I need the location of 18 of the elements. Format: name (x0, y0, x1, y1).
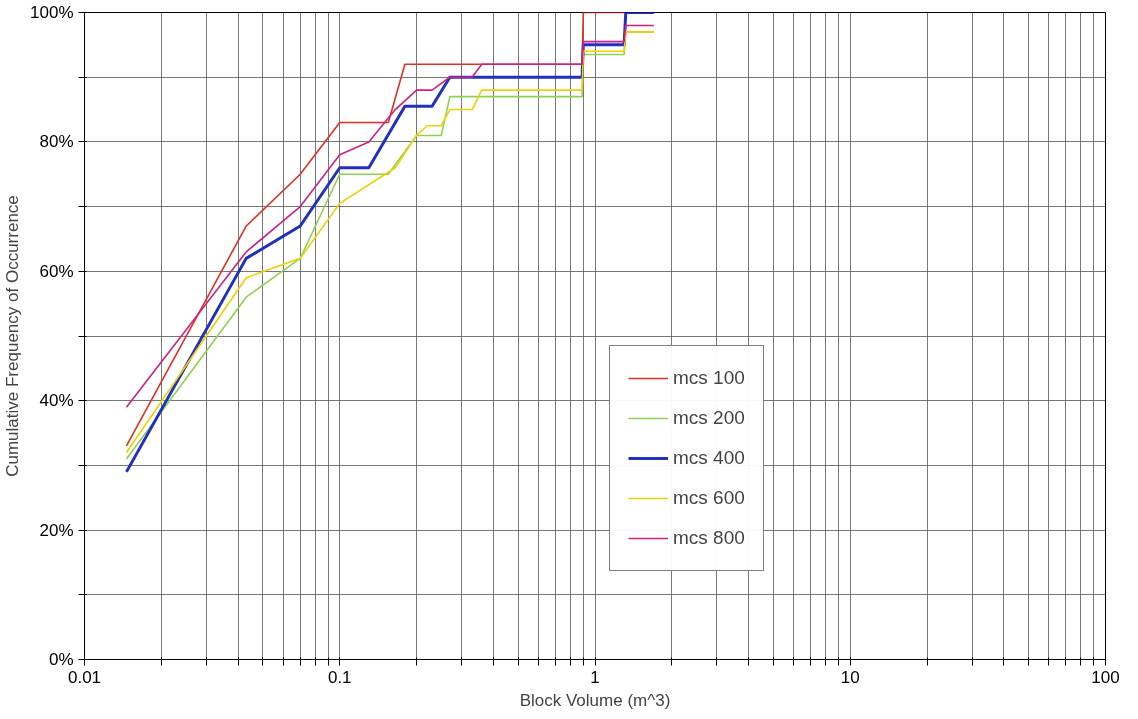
y-tick-label: 20% (39, 520, 74, 540)
x-tick-label: 0.1 (327, 667, 352, 687)
y-tick-label: 40% (39, 391, 74, 411)
legend-label: mcs 100 (673, 366, 745, 390)
legend-label: mcs 600 (673, 486, 745, 510)
y-tick-label: 0% (48, 650, 74, 669)
legend-label: mcs 200 (673, 406, 745, 430)
y-tick-label: 60% (39, 261, 74, 281)
x-tick-label: 10 (840, 667, 860, 687)
x-tick-label: 0.01 (67, 667, 102, 687)
legend-label: mcs 800 (673, 526, 745, 550)
legend-label: mcs 400 (673, 446, 745, 470)
x-tick-label: 1 (590, 667, 600, 687)
y-axis-title: Cumulative Frequency of Occurrence (3, 195, 23, 477)
x-tick-label: 100 (1091, 667, 1120, 687)
y-tick-label: 100% (30, 3, 74, 22)
x-axis-title: Block Volume (m^3) (519, 690, 671, 710)
y-tick-label: 80% (39, 132, 74, 152)
